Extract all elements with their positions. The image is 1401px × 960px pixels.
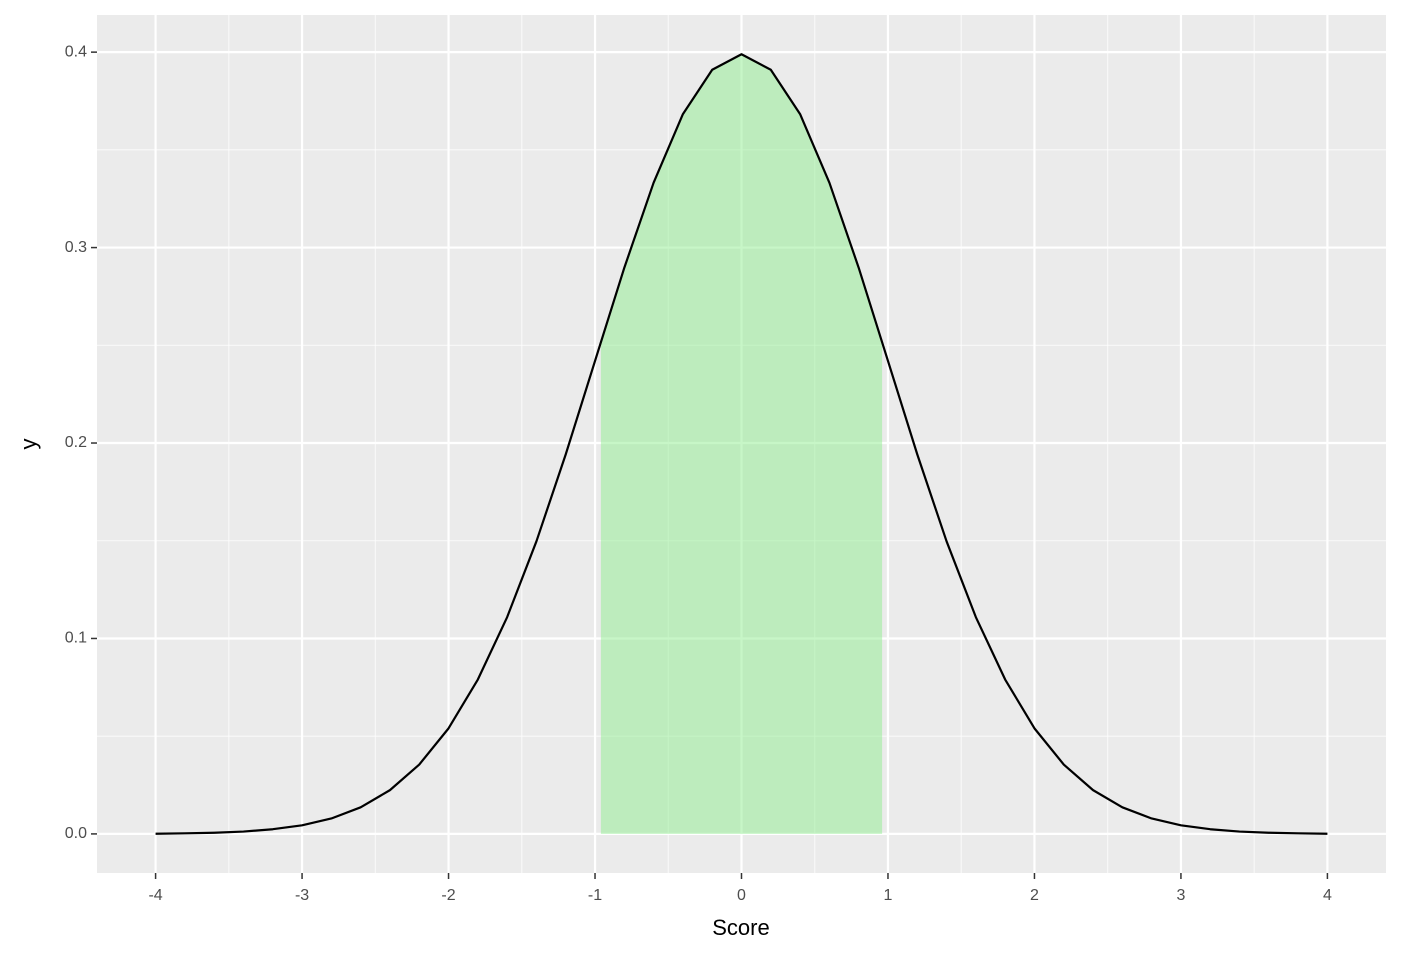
y-tick-label: 0.0 bbox=[65, 825, 87, 842]
x-axis-title: Score bbox=[712, 915, 769, 940]
y-tick-label: 0.2 bbox=[65, 434, 87, 451]
x-tick-label: 0 bbox=[737, 887, 746, 904]
y-tick-label: 0.4 bbox=[65, 43, 87, 60]
x-tick-label: 3 bbox=[1176, 887, 1185, 904]
x-tick-label: -4 bbox=[148, 887, 162, 904]
x-tick-label: -2 bbox=[441, 887, 455, 904]
shaded-area bbox=[600, 54, 883, 834]
x-tick-label: 2 bbox=[1030, 887, 1039, 904]
x-tick-label: -3 bbox=[295, 887, 309, 904]
density-curve bbox=[155, 53, 1328, 835]
y-axis-title: y bbox=[16, 439, 41, 450]
x-tick-label: 4 bbox=[1323, 887, 1332, 904]
x-tick-label: 1 bbox=[884, 887, 893, 904]
y-tick-label: 0.3 bbox=[65, 239, 87, 256]
x-tick-label: -1 bbox=[588, 887, 602, 904]
y-tick-label: 0.1 bbox=[65, 630, 87, 647]
